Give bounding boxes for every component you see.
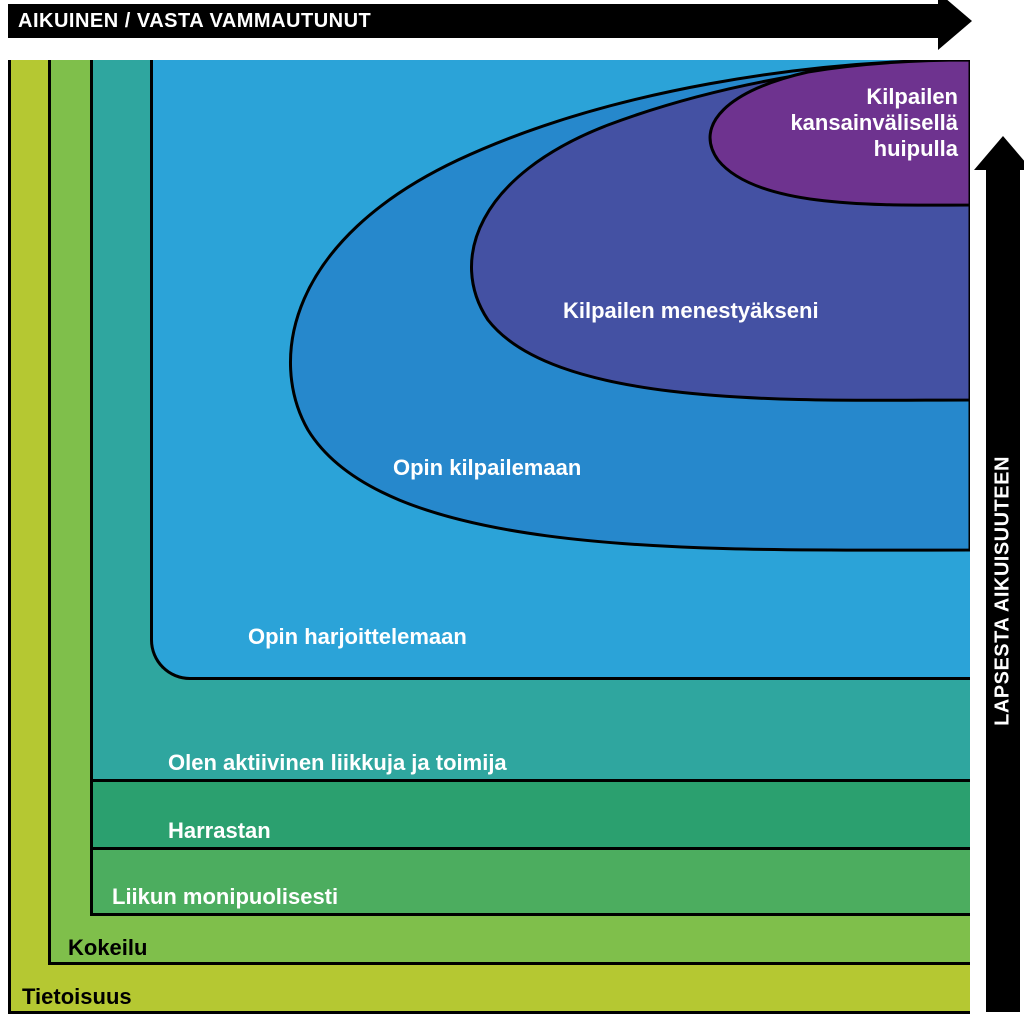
layer-label-kokeilu: Kokeilu [68,935,147,961]
arrow-head-icon [974,136,1024,170]
layer-label-harjoittelemaan: Opin harjoittelemaan [248,624,467,650]
right-axis-arrow: LAPSESTA AIKUISUUTEEN [986,170,1020,1012]
top-axis-label: AIKUINEN / VASTA VAMMAUTUNUT [18,10,371,33]
layer-label-harrastan: Harrastan [168,818,271,844]
layer-label-tietoisuus: Tietoisuus [22,984,132,1010]
layer-harjoittelemaan [150,60,970,680]
top-axis-arrow: AIKUINEN / VASTA VAMMAUTUNUT [8,4,938,38]
nested-layer-diagram: Tietoisuus Kokeilu Liikun monipuolisesti Ha… [8,60,970,1014]
layer-label-aktiivinen: Olen aktiivinen liikkuja ja toimija [168,750,507,776]
right-axis-label: LAPSESTA AIKUISUUTEEN [992,456,1015,726]
arrow-head-icon [938,0,972,50]
layer-label-liikun: Liikun monipuolisesti [112,884,338,910]
